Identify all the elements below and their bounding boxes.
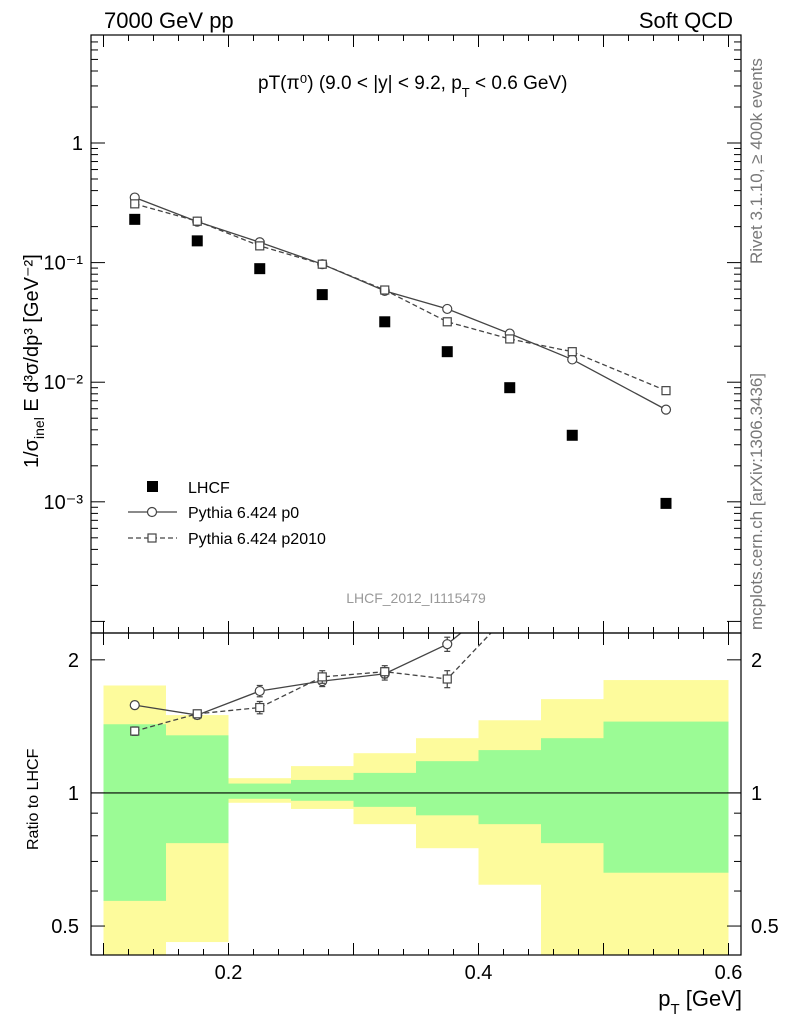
legend-p0-label: Pythia 6.424 p0: [188, 505, 299, 522]
band-inner: [228, 783, 291, 799]
data-point: [316, 289, 328, 301]
legend: LHCF Pythia 6.424 p0 Pythia 6.424 p2010: [128, 480, 326, 548]
band-inner: [353, 772, 416, 807]
data-point: [254, 263, 266, 275]
y-tick-label: 1: [68, 783, 79, 805]
band-inner: [478, 750, 541, 825]
ratio-point: [442, 639, 453, 650]
x-tick-label: 0.6: [715, 962, 743, 984]
main-y-ticks: 1 10⁻¹ 10⁻² 10⁻³: [44, 34, 741, 622]
data-point: [566, 429, 578, 441]
ratio-point: [192, 709, 202, 719]
series-p2010: [130, 199, 671, 396]
ratio-point: [254, 685, 265, 697]
series-line: [134, 203, 667, 392]
band-inner: [416, 761, 479, 816]
data-point: [660, 404, 672, 415]
ratio-point: [129, 700, 140, 711]
data-point: [317, 259, 327, 269]
ratio-y-axis-label: Ratio to LHCF: [25, 748, 42, 850]
y-tick-label: 2: [68, 650, 79, 672]
ratio-point: [505, 589, 514, 598]
ratio-point: [506, 609, 514, 617]
y-tick-label: 10⁻²: [44, 372, 84, 394]
ratio-point: [317, 672, 327, 682]
data-point: [380, 285, 390, 295]
category-label: Soft QCD: [639, 8, 733, 33]
ratio-line: [134, 633, 462, 716]
plot-title: pT(π⁰) (9.0 < |y| < 9.2, pT < 0.6 GeV): [258, 73, 567, 100]
data-point: [129, 213, 141, 225]
ratio-bands: [103, 680, 729, 955]
data-point: [567, 347, 577, 357]
y-tick-label: 10⁻³: [44, 492, 84, 514]
data-point: [191, 235, 203, 247]
data-point: [504, 382, 516, 394]
band-inner: [291, 779, 354, 801]
y-tick-label: 10⁻¹: [44, 253, 84, 275]
y-tick-label: 0.5: [51, 916, 79, 938]
ratio-point: [442, 674, 452, 684]
legend-p2010-label: Pythia 6.424 p2010: [188, 531, 326, 548]
data-point: [661, 386, 671, 396]
band-inner: [541, 738, 604, 844]
main-y-axis-label: 1/σinel E d³σ/dp³ [GeV⁻²]: [21, 254, 47, 468]
legend-p0-marker: [146, 506, 158, 518]
data-point: [130, 199, 140, 209]
series-lhcf: [129, 213, 672, 509]
data-point: [505, 334, 515, 344]
y-tick-label-right: 0.5: [751, 916, 779, 938]
y-tick-label-right: 2: [751, 650, 762, 672]
main-panel: 1 10⁻¹ 10⁻² 10⁻³: [44, 34, 742, 634]
data-point: [442, 303, 453, 315]
y-tick-label: 1: [72, 133, 83, 155]
x-tick-label: 0.2: [215, 962, 243, 984]
y-tick-label-right: 1: [751, 783, 762, 805]
data-point: [255, 241, 265, 251]
band-inner: [603, 721, 729, 873]
ratio-point: [130, 726, 140, 736]
data-point: [192, 216, 202, 226]
series-line: [134, 196, 667, 411]
x-axis-label: pT [GeV]: [658, 986, 742, 1018]
ratio-series-p2010: [130, 609, 514, 736]
ratio-frame: [90, 632, 742, 956]
legend-lhcf-label: LHCF: [188, 480, 230, 497]
x-ticks: 0.2 0.4 0.6: [103, 35, 743, 984]
mcplots-label: mcplots.cern.ch [arXiv:1306.3436]: [747, 373, 766, 630]
ratio-point: [380, 667, 390, 677]
x-tick-label: 0.4: [465, 962, 493, 984]
data-point: [660, 497, 672, 509]
band-inner: [103, 724, 166, 901]
rivet-label: Rivet 3.1.10, ≥ 400k events: [747, 58, 766, 264]
legend-lhcf-marker: [147, 481, 158, 492]
ratio-y-ticks: 2 2 1 1 0.5 0.5: [51, 650, 779, 938]
ratio-panel: 0.2 0.4 0.6 2 2 1 1 0.5 0.5: [51, 35, 779, 984]
ratio-series-p0: [129, 589, 514, 721]
beam-label: 7000 GeV pp: [104, 8, 234, 33]
data-point: [567, 354, 578, 365]
data-point: [442, 317, 452, 327]
data-point: [441, 346, 453, 358]
data-point: [379, 316, 391, 328]
analysis-label: LHCF_2012_I1115479: [346, 590, 486, 606]
ratio-point: [255, 702, 265, 713]
legend-p2010-marker: [147, 533, 157, 543]
series-p0: [129, 192, 672, 415]
band-inner: [166, 735, 229, 844]
